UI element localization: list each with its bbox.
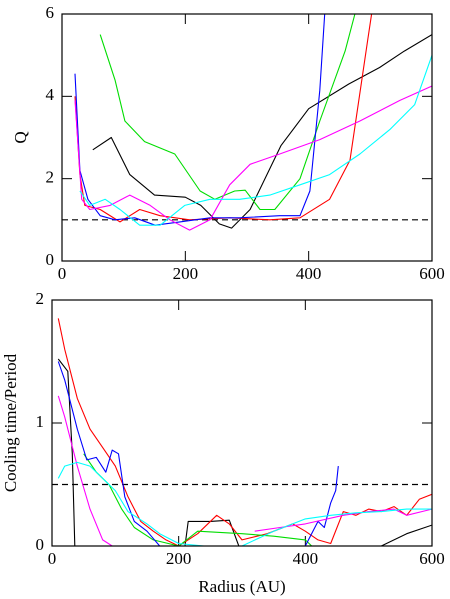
- y-tick-label: 0: [46, 250, 55, 269]
- plot-frame: [61, 13, 433, 262]
- y-tick-label: 2: [36, 289, 45, 308]
- x-tick-label: 200: [166, 549, 192, 568]
- y-axis-label: Cooling time/Period: [1, 353, 20, 492]
- y-tick-label: 0: [36, 535, 45, 554]
- data-line: [57, 358, 432, 546]
- data-line: [92, 34, 432, 229]
- data-line: [79, 55, 432, 226]
- y-axis-label: Q: [11, 131, 30, 143]
- y-tick-label: 2: [46, 168, 55, 187]
- panel: 0 200 400 600 0 1 2 Cooling time/Period Radius (…: [1, 289, 445, 596]
- x-tick-label: 600: [419, 549, 445, 568]
- x-tick-label: 0: [48, 549, 57, 568]
- panel: 0 200 400 600 0 2 4 6 Q: [11, 3, 445, 283]
- plot-frame: [51, 299, 433, 547]
- data-line: [57, 318, 432, 546]
- y-tick-label: 1: [36, 412, 45, 431]
- data-line: [99, 14, 356, 211]
- x-axis-label: Radius (AU): [198, 577, 285, 596]
- data-line: [74, 85, 432, 231]
- x-tick-label: 400: [296, 264, 322, 283]
- x-tick-label: 400: [293, 549, 319, 568]
- y-tick-label: 6: [46, 3, 55, 22]
- x-tick-label: 600: [419, 264, 445, 283]
- x-tick-label: 200: [173, 264, 199, 283]
- data-line: [83, 453, 313, 546]
- x-tick-label: 0: [58, 264, 67, 283]
- data-line: [57, 361, 339, 546]
- data-line: [74, 14, 373, 223]
- data-line: [57, 395, 432, 546]
- y-tick-label: 4: [46, 85, 55, 104]
- data-line: [57, 461, 432, 546]
